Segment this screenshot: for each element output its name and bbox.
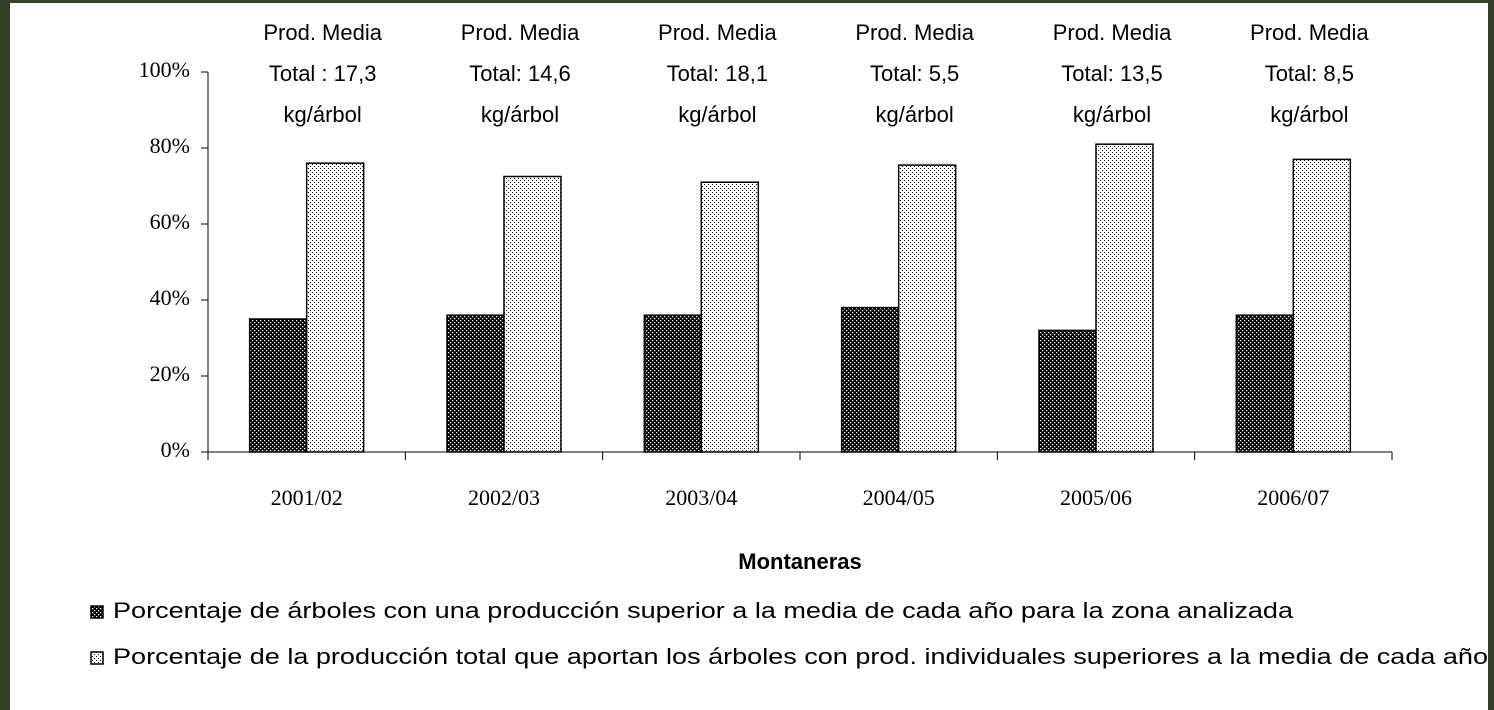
y-tick-label: 100% — [139, 57, 190, 82]
bar — [503, 175, 562, 453]
annotation: Total: 8,5 — [1265, 61, 1354, 86]
bar — [446, 314, 505, 453]
bar — [840, 306, 900, 453]
annotation: Prod. Media — [461, 20, 580, 45]
annotation: kg/árbol — [1073, 102, 1151, 127]
annotation: kg/árbol — [481, 102, 559, 127]
legend-label: Porcentaje de la producción total que ap… — [113, 644, 1488, 669]
y-tick-label: 0% — [161, 437, 190, 462]
annotation: Prod. Media — [1250, 20, 1369, 45]
legend-label: Porcentaje de árboles con una producción… — [113, 598, 1294, 623]
annotation: Prod. Media — [263, 20, 382, 45]
x-tick-label: 2005/06 — [1060, 485, 1132, 510]
annotation: Prod. Media — [1053, 20, 1172, 45]
annotation: Total: 14,6 — [469, 61, 571, 86]
annotation: Total : 17,3 — [269, 61, 377, 86]
bar — [700, 181, 760, 453]
bar — [1235, 314, 1295, 453]
x-tick-label: 2004/05 — [863, 485, 935, 510]
bar — [1095, 143, 1154, 453]
bar — [248, 318, 308, 453]
annotation: kg/árbol — [284, 102, 362, 127]
annotation: Prod. Media — [855, 20, 974, 45]
annotation: Total: 18,1 — [667, 61, 769, 86]
x-tick-label: 2003/04 — [665, 485, 737, 510]
x-tick-label: 2002/03 — [468, 485, 540, 510]
bar — [897, 164, 957, 453]
annotation: kg/árbol — [678, 102, 756, 127]
y-tick-label: 60% — [150, 209, 190, 234]
legend-swatch — [90, 651, 104, 665]
annotation: kg/árbol — [1270, 102, 1348, 127]
bar — [643, 314, 703, 453]
x-tick-label: 2001/02 — [271, 485, 343, 510]
y-tick-label: 20% — [150, 361, 190, 386]
bar — [305, 162, 365, 453]
x-axis-title: Montaneras — [738, 549, 861, 574]
annotation: Total: 13,5 — [1061, 61, 1163, 86]
annotation: Total: 5,5 — [870, 61, 959, 86]
y-tick-label: 80% — [150, 133, 190, 158]
bar — [1292, 158, 1352, 453]
y-tick-label: 40% — [150, 285, 190, 310]
annotation: kg/árbol — [876, 102, 954, 127]
annotation: Prod. Media — [658, 20, 777, 45]
x-tick-label: 2006/07 — [1257, 485, 1329, 510]
legend-swatch — [90, 605, 104, 619]
bar — [1038, 329, 1097, 453]
